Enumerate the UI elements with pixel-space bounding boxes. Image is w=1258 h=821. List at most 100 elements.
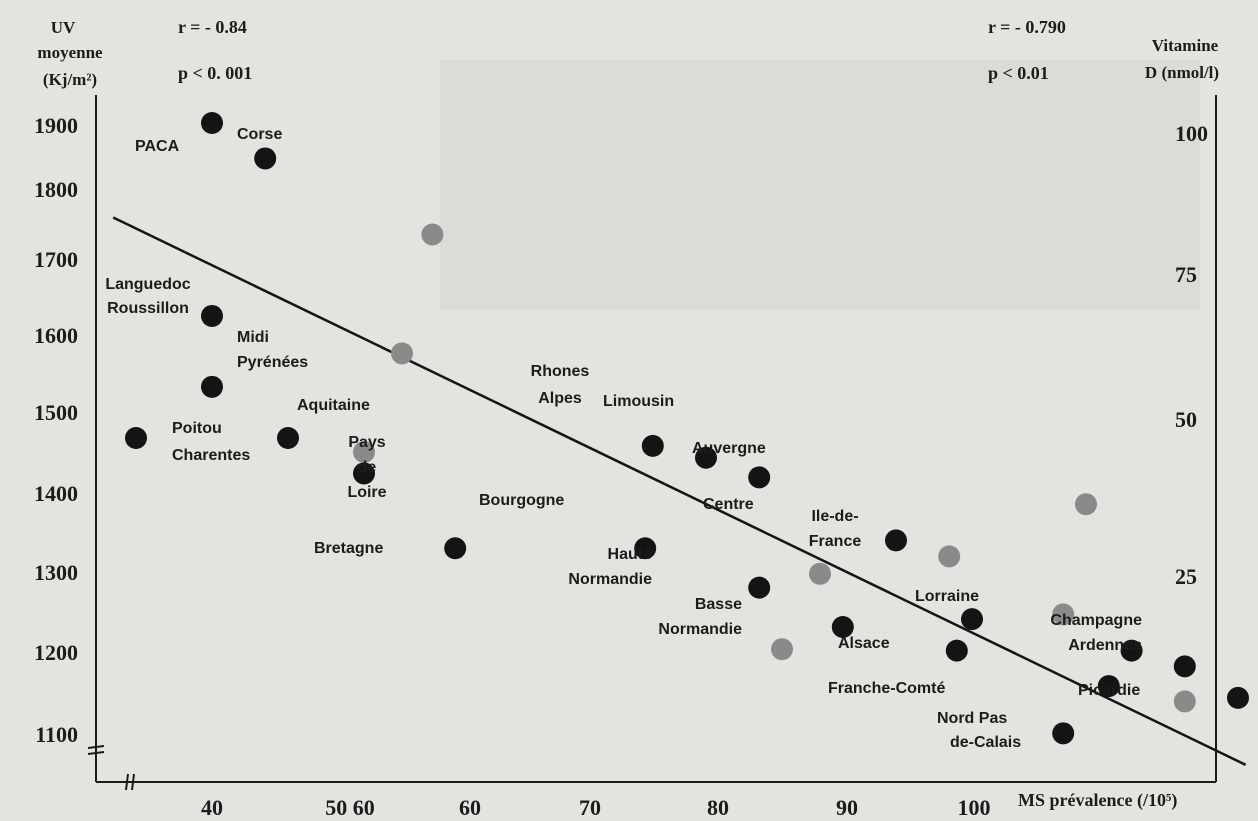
uv-point <box>1227 686 1249 709</box>
region-label-line: Charentes <box>172 447 250 464</box>
uv-point <box>125 427 147 449</box>
uv-point <box>1052 722 1075 745</box>
region-label-line: Pays <box>348 434 385 451</box>
region-label-line: Basse <box>695 596 742 613</box>
left-axis-label-line-2: moyenne <box>37 43 103 62</box>
left-tick-label: 1300 <box>34 560 78 585</box>
region-label-line: Rhones <box>531 363 590 380</box>
region-label-line: Midi <box>237 329 269 346</box>
region-label-line: Alpes <box>538 390 582 407</box>
uv-point <box>748 576 771 599</box>
region-label-line: Ardennes <box>1068 637 1142 654</box>
region-label: Corse <box>237 126 282 143</box>
left-tick-label: 1700 <box>34 247 78 272</box>
x-tick-label: 40 <box>201 795 223 820</box>
left-axis-break <box>87 745 105 755</box>
uv-point <box>201 375 223 398</box>
background-bleed-text <box>440 60 1200 310</box>
left-tick-label: 1800 <box>34 177 78 202</box>
uv-point <box>444 537 467 560</box>
uv-point <box>254 147 277 170</box>
right-axis-label-line-1: Vitamine <box>1152 36 1219 55</box>
region-label-line: Loire <box>347 484 386 501</box>
vitamin-d-point <box>353 441 375 463</box>
region-label: Alsace <box>838 635 890 652</box>
x-tick-label: 50 60 <box>325 795 375 820</box>
region-label: Nord Pas de-Calais <box>937 710 1021 751</box>
uv-points <box>125 112 1249 745</box>
stats-right-p: p < 0.01 <box>988 63 1049 83</box>
vitamin-d-point <box>391 342 413 365</box>
region-label: Limousin <box>603 393 674 410</box>
region-label-line: Pyrénées <box>237 354 308 371</box>
region-label: Bretagne <box>314 540 383 557</box>
region-label: Centre <box>703 496 754 513</box>
left-axis-label-line-1: UV <box>51 18 76 37</box>
right-tick-label: 50 <box>1175 407 1197 432</box>
stats-right-r: r = - 0.790 <box>988 17 1066 37</box>
region-label-line: Poitou <box>172 420 222 437</box>
region-label-line: Normandie <box>658 621 742 638</box>
region-label: Poitou Charentes <box>172 420 250 464</box>
x-axis-ticks: 40 50 60 60 70 80 90 100 <box>201 795 991 820</box>
vitamin-d-point <box>1173 690 1196 713</box>
region-label: Aquitaine <box>297 397 370 414</box>
regression-line <box>112 216 1247 766</box>
uv-point <box>641 434 664 457</box>
region-label: PACA <box>135 138 180 155</box>
uv-point <box>277 427 299 449</box>
uv-point <box>353 462 375 485</box>
region-label: Bourgogne <box>479 492 564 509</box>
region-label-line: de-Calais <box>950 734 1021 751</box>
region-label-line: de <box>358 459 377 476</box>
vitamin-d-point <box>938 545 961 568</box>
vitamin-d-points <box>353 223 1196 713</box>
right-axis-label: Vitamine D (nmol/l) <box>1145 36 1219 82</box>
left-axis-label: UV moyenne (Kj/m²) <box>37 18 103 89</box>
vitamin-d-point <box>1052 603 1075 626</box>
region-label: Haute Normandie <box>568 546 652 588</box>
left-axis-ticks: 1900 1800 1700 1600 1500 1400 1300 1200 1100 <box>34 113 78 747</box>
uv-point <box>885 529 907 552</box>
region-label: Pays de Loire <box>347 434 386 501</box>
left-tick-label: 1100 <box>35 722 78 747</box>
region-label-line: Ile-de- <box>811 508 858 525</box>
right-tick-label: 75 <box>1175 262 1197 287</box>
stats-left-p: p < 0. 001 <box>178 63 252 83</box>
uv-point <box>201 112 223 134</box>
right-tick-label: 100 <box>1175 121 1208 146</box>
region-label-line: France <box>809 533 862 550</box>
region-label-line: Languedoc <box>105 276 190 293</box>
region-label-line: Nord Pas <box>937 710 1007 727</box>
region-label: Lorraine <box>915 588 979 605</box>
region-label: Ile-de- France <box>809 508 862 550</box>
region-label: Languedoc Roussillon <box>105 276 190 317</box>
left-tick-label: 1200 <box>34 640 78 665</box>
region-label: Picardie <box>1078 682 1140 699</box>
region-label-line: Roussillon <box>107 300 189 317</box>
left-tick-label: 1600 <box>34 323 78 348</box>
vitamin-d-point <box>421 223 444 246</box>
x-tick-label: 80 <box>707 795 729 820</box>
left-tick-label: 1500 <box>34 400 78 425</box>
left-tick-label: 1900 <box>34 113 78 138</box>
left-axis-label-line-3: (Kj/m²) <box>43 70 97 89</box>
region-label: Midi Pyrénées <box>237 329 308 371</box>
vitamin-d-point <box>771 638 793 661</box>
uv-point <box>634 537 657 560</box>
uv-point <box>695 446 717 469</box>
uv-point <box>1097 675 1120 698</box>
bottom-axis-break <box>125 773 135 791</box>
region-label: Franche-Comté <box>828 680 945 697</box>
region-label-line: Champagne <box>1050 612 1142 629</box>
region-label-line: Haute <box>608 546 653 563</box>
region-label: Champagne Ardennes <box>1050 612 1142 654</box>
region-label: Rhones Alpes <box>531 363 590 407</box>
uv-point <box>201 304 223 327</box>
vitamin-d-point <box>1075 493 1097 516</box>
region-label: Auvergne <box>692 440 766 457</box>
x-tick-label: 70 <box>579 795 601 820</box>
region-label: Basse Normandie <box>658 596 742 638</box>
x-tick-label: 90 <box>836 795 858 820</box>
